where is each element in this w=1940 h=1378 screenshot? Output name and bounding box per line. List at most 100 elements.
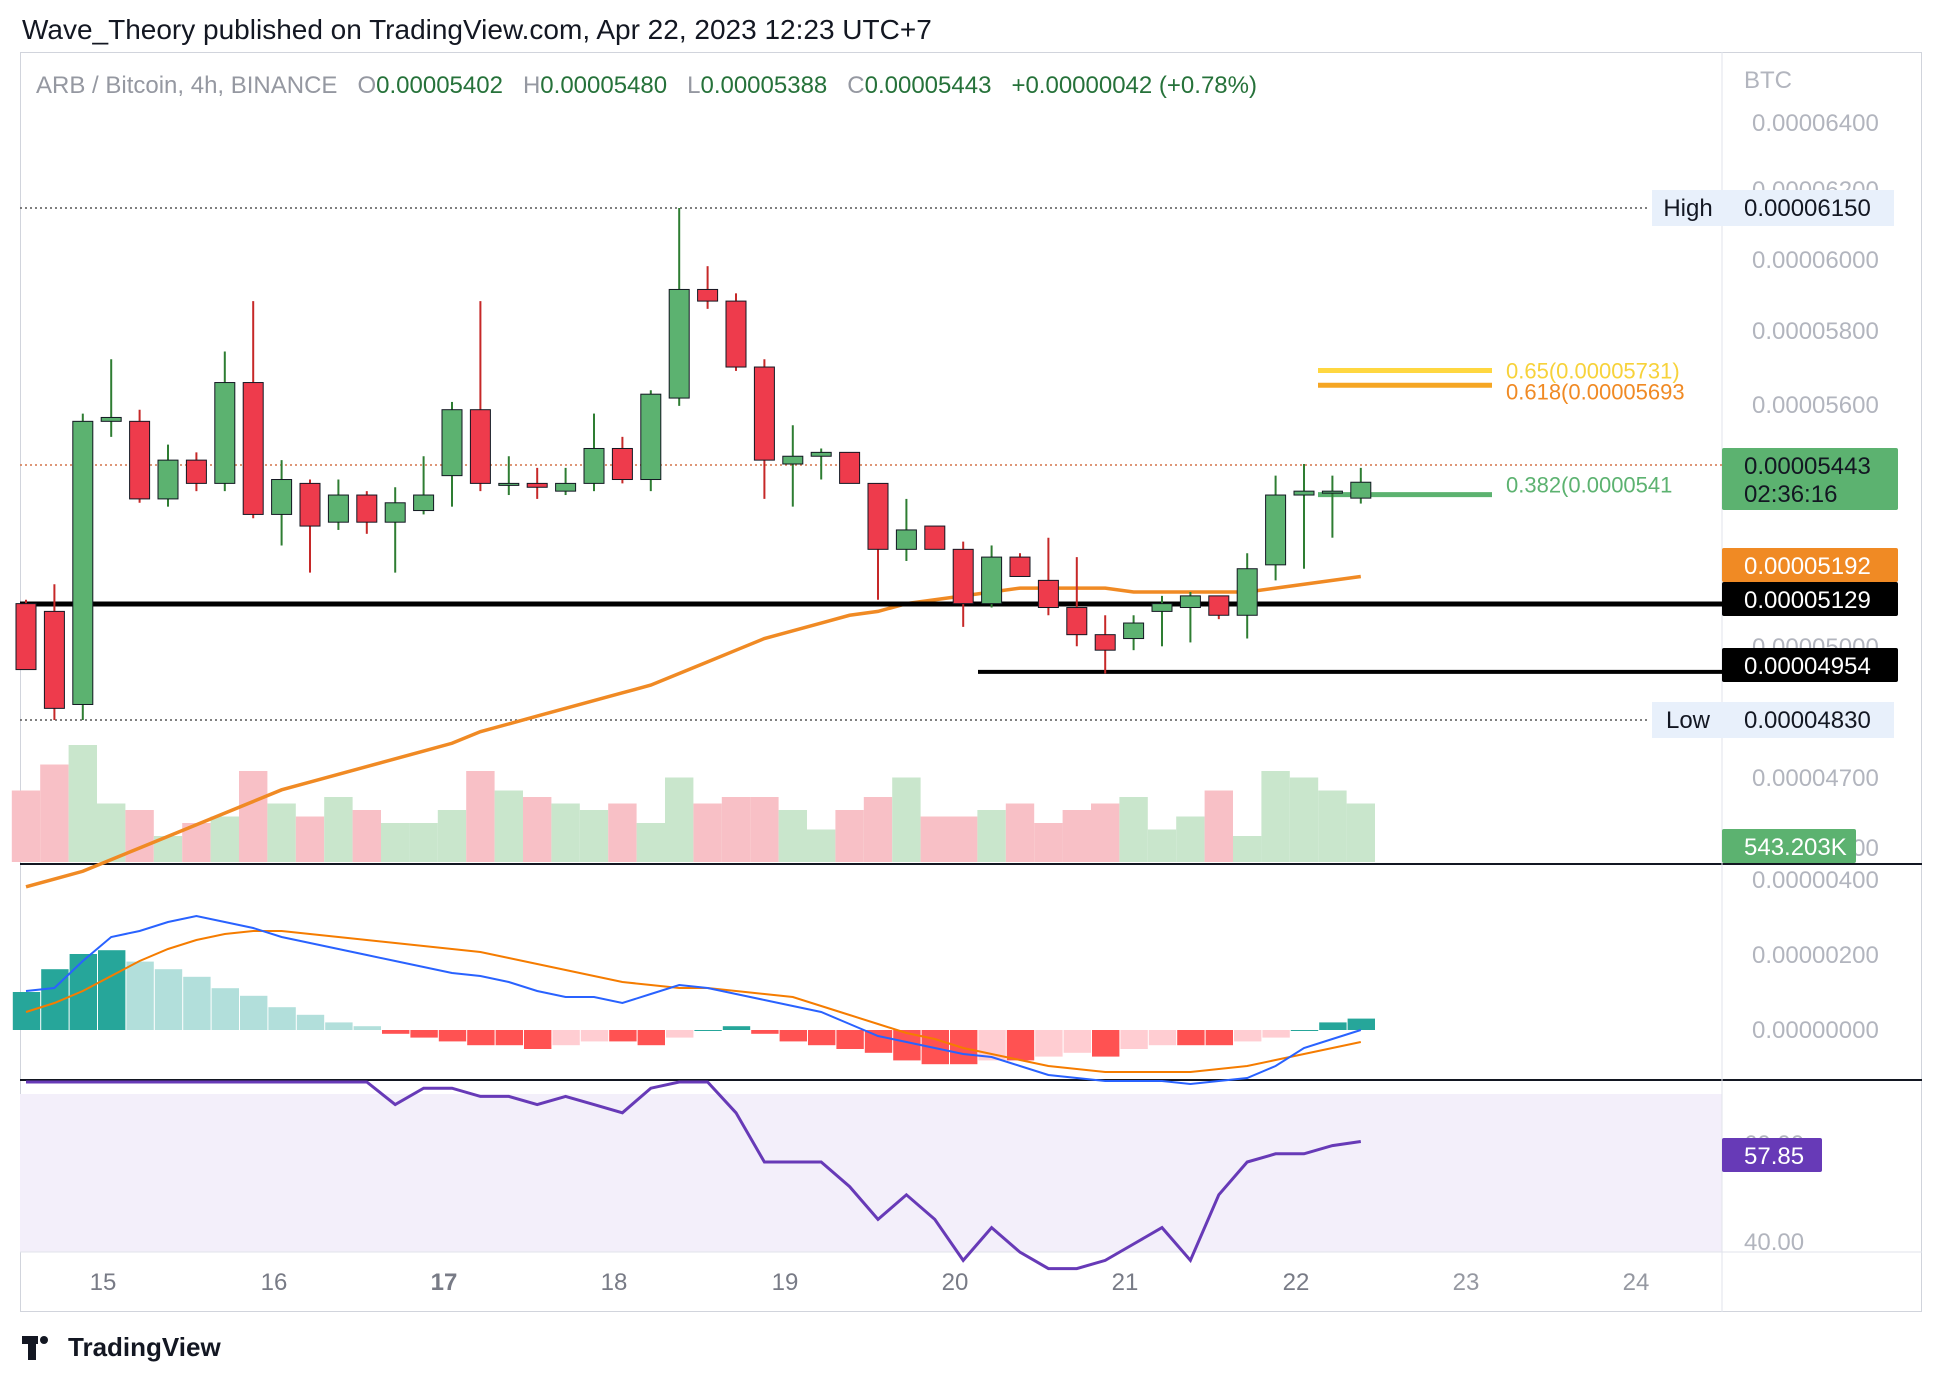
- candle-body: [441, 409, 463, 477]
- candle-body: [1123, 622, 1145, 640]
- macd-histogram-bar: [751, 1030, 779, 1034]
- volume-bar: [324, 797, 353, 862]
- candle-body: [299, 482, 321, 527]
- macd-histogram-bar: [1092, 1030, 1120, 1057]
- symbol-label: ARB / Bitcoin, 4h, BINANCE: [36, 72, 338, 99]
- tradingview-logo-icon: [22, 1335, 60, 1360]
- ema-price-value: 0.00005192: [1744, 553, 1871, 580]
- candle-body: [498, 482, 520, 486]
- candle-body: [469, 409, 491, 484]
- macd-histogram-bar: [1347, 1018, 1375, 1030]
- volume-bar: [381, 823, 410, 862]
- macd-histogram-bar: [240, 995, 268, 1030]
- volume-bar: [1091, 803, 1120, 862]
- volume-bar: [778, 810, 807, 862]
- price-axis-label: 0.00005600: [1752, 392, 1879, 419]
- macd-histogram-bar: [694, 1030, 722, 1031]
- macd-histogram-bar: [1319, 1022, 1347, 1030]
- price-axis-label: 0.00004700: [1752, 765, 1879, 792]
- candle-body: [725, 300, 747, 368]
- candle-body: [72, 420, 94, 705]
- candle-body: [1293, 490, 1315, 496]
- ema-line: [25, 574, 1362, 889]
- volume-bar: [437, 810, 467, 862]
- candle-body: [895, 529, 917, 550]
- macd-histogram-bar: [467, 1030, 495, 1046]
- low-label: L: [687, 72, 701, 99]
- volume-bar: [1346, 803, 1375, 862]
- low-tag-label: Low: [1666, 707, 1711, 734]
- time-axis-label: 20: [942, 1269, 969, 1296]
- macd-histogram-bar: [98, 950, 126, 1030]
- tradingview-brand: TradingView: [68, 1332, 221, 1362]
- candle-body: [185, 459, 207, 484]
- current-price-value: 0.00005443: [1744, 453, 1871, 480]
- candle-body: [413, 494, 435, 512]
- rsi-axis-label: 40.00: [1744, 1229, 1804, 1256]
- macd-histogram-bar: [552, 1030, 580, 1046]
- macd-histogram-bar: [353, 1026, 381, 1030]
- candle-body: [157, 459, 179, 500]
- macd-histogram-bar: [1148, 1030, 1177, 1046]
- volume-bar: [1261, 771, 1290, 862]
- macd-histogram-bar: [325, 1022, 353, 1030]
- tradingview-footer[interactable]: TradingView: [22, 1332, 221, 1363]
- macd-histogram-bar: [637, 1030, 665, 1046]
- macd-histogram-bar: [666, 1030, 694, 1038]
- macd-histogram-bar: [1035, 1030, 1063, 1057]
- volume-bar: [239, 771, 268, 862]
- macd-histogram-bar: [864, 1030, 893, 1053]
- volume-bar: [892, 777, 921, 862]
- volume-bar: [1005, 803, 1035, 862]
- support2-price-tag: [1722, 648, 1898, 682]
- volume-bar: [68, 745, 97, 862]
- rsi-line: [26, 1080, 1362, 1271]
- time-axis-label: 23: [1453, 1269, 1480, 1296]
- volume-bar: [1062, 810, 1091, 862]
- high-tag-label: High: [1663, 195, 1712, 222]
- candle-body: [356, 494, 378, 523]
- time-axis-label: 15: [90, 1269, 117, 1296]
- rsi-value: 57.85: [1744, 1143, 1804, 1170]
- publish-header: Wave_Theory published on TradingView.com…: [22, 14, 932, 45]
- volume-bar: [920, 816, 949, 862]
- macd-axis-label: 0.00000400: [1752, 867, 1879, 894]
- candle-body: [526, 482, 548, 488]
- macd-axis-label: 0.00000200: [1752, 942, 1879, 969]
- candle-body: [640, 393, 662, 481]
- volume-bar: [1318, 790, 1347, 862]
- macd-histogram-bar: [126, 961, 154, 1030]
- candle-body: [1350, 481, 1372, 499]
- price-axis-label: 0.00006400: [1752, 110, 1879, 137]
- candle-body: [952, 548, 974, 605]
- candle-body: [611, 447, 633, 481]
- volume-bar: [835, 810, 864, 862]
- time-axis-label: 17: [431, 1269, 458, 1296]
- time-axis-label: 21: [1112, 1269, 1139, 1296]
- macd-histogram-bar: [183, 976, 211, 1030]
- time-axis-label: 24: [1623, 1269, 1650, 1296]
- volume-bar: [1176, 816, 1205, 862]
- candle-body: [782, 455, 804, 465]
- high-tag-value-bg: [1724, 190, 1894, 226]
- macd-histogram-bar: [808, 1030, 836, 1046]
- low-tag-value-bg: [1724, 702, 1894, 738]
- current-price-tag: [1722, 448, 1898, 510]
- macd-histogram-bar: [722, 1026, 751, 1030]
- candle-body: [555, 482, 577, 492]
- macd-histogram-bar: [836, 1030, 864, 1049]
- volume-bar: [40, 764, 69, 862]
- candle-body: [1037, 579, 1059, 609]
- candle-body: [271, 479, 293, 515]
- macd-histogram-bar: [410, 1030, 438, 1038]
- candle-body: [43, 610, 65, 709]
- volume-bar: [807, 829, 836, 862]
- high-tag-bg: [1652, 190, 1724, 226]
- fib-0618-label: 0.618(0.00005693: [1506, 379, 1685, 404]
- low-tag-bg: [1652, 702, 1724, 738]
- support1-price-value: 0.00005129: [1744, 587, 1871, 614]
- price-axis-label: 0.00006000: [1752, 247, 1879, 274]
- volume-bar: [409, 823, 438, 862]
- chart-frame: [20, 52, 1922, 1312]
